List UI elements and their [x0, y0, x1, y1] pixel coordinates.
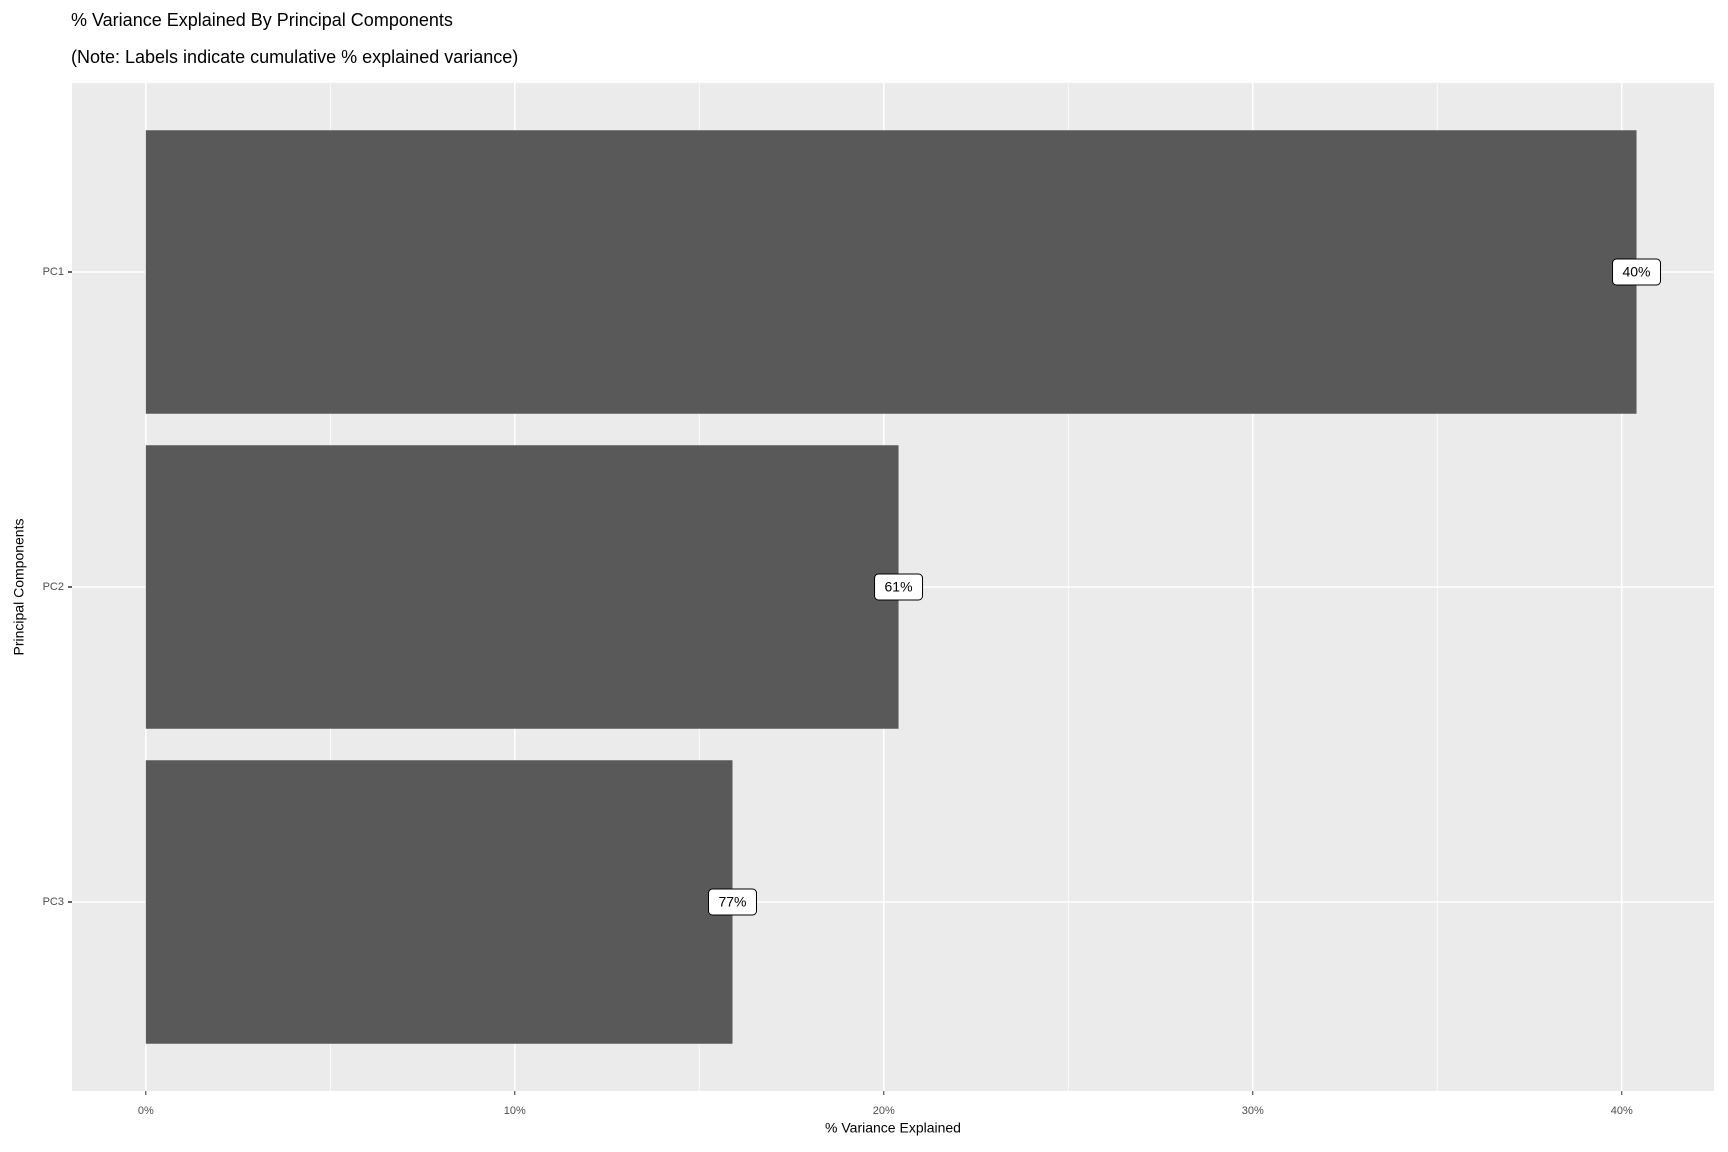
data-label: 61% [885, 579, 913, 595]
data-label-box [1612, 258, 1662, 286]
y-tick-label: PC3 [43, 896, 64, 908]
x-tick-label: 30% [1242, 1105, 1264, 1117]
bar [145, 445, 899, 729]
bar [145, 760, 733, 1044]
chart-subtitle: (Note: Labels indicate cumulative % expl… [71, 47, 518, 67]
x-tick-label: 40% [1611, 1105, 1633, 1117]
y-axis-label: Principal Components [11, 519, 27, 656]
bar [145, 130, 1637, 414]
data-label-box [707, 888, 757, 916]
y-tick-label: PC2 [43, 581, 64, 593]
data-label: 77% [718, 894, 746, 910]
x-tick-label: 10% [504, 1105, 526, 1117]
x-tick-label: 0% [138, 1105, 154, 1117]
y-tick-label: PC1 [43, 266, 64, 278]
chart-title: % Variance Explained By Principal Compon… [71, 10, 453, 30]
x-tick-label: 20% [873, 1105, 895, 1117]
x-axis-label: % Variance Explained [825, 1120, 961, 1136]
data-label-box [874, 573, 924, 601]
data-label: 40% [1622, 264, 1650, 280]
